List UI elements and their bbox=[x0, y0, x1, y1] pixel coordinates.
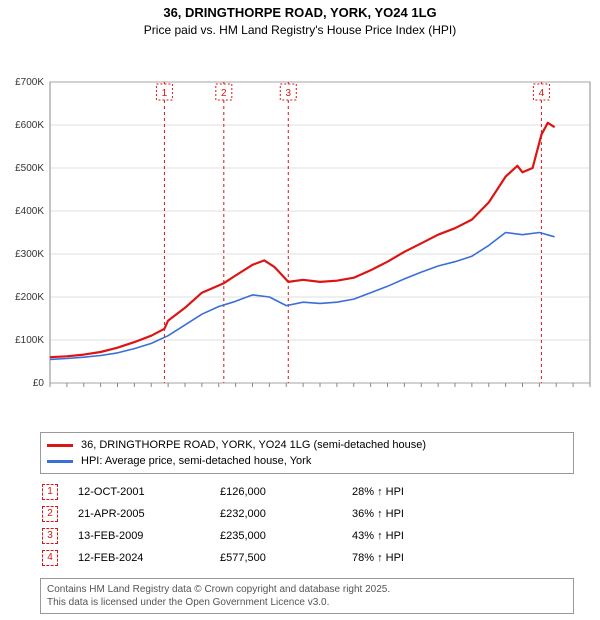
sale-date: 21-APR-2005 bbox=[78, 504, 218, 524]
footer-line: Contains HM Land Registry data © Crown c… bbox=[47, 583, 567, 596]
svg-text:£400K: £400K bbox=[15, 206, 44, 217]
sale-marker: 1 bbox=[42, 482, 76, 502]
sale-price: £126,000 bbox=[220, 482, 350, 502]
legend-swatch bbox=[47, 444, 73, 447]
svg-text:£600K: £600K bbox=[15, 120, 44, 131]
sale-price: £235,000 bbox=[220, 526, 350, 546]
sale-pct: 28% ↑ HPI bbox=[352, 482, 414, 502]
page-title: 36, DRINGTHORPE ROAD, YORK, YO24 1LG bbox=[0, 0, 600, 22]
page-subtitle: Price paid vs. HM Land Registry's House … bbox=[0, 22, 600, 38]
svg-text:£300K: £300K bbox=[15, 249, 44, 260]
legend: 36, DRINGTHORPE ROAD, YORK, YO24 1LG (se… bbox=[40, 432, 574, 474]
sale-price: £232,000 bbox=[220, 504, 350, 524]
svg-text:1: 1 bbox=[162, 88, 168, 99]
sale-marker: 3 bbox=[42, 526, 76, 546]
table-row: 313-FEB-2009£235,00043% ↑ HPI bbox=[42, 526, 414, 546]
legend-label: 36, DRINGTHORPE ROAD, YORK, YO24 1LG (se… bbox=[81, 439, 426, 451]
sale-marker: 2 bbox=[42, 504, 76, 524]
footer-line: This data is licensed under the Open Gov… bbox=[47, 596, 567, 609]
sale-marker: 4 bbox=[42, 548, 76, 568]
sales-table: 112-OCT-2001£126,00028% ↑ HPI221-APR-200… bbox=[40, 480, 416, 570]
sale-price: £577,500 bbox=[220, 548, 350, 568]
sale-date: 12-OCT-2001 bbox=[78, 482, 218, 502]
legend-label: HPI: Average price, semi-detached house,… bbox=[81, 455, 311, 467]
svg-text:2: 2 bbox=[221, 88, 227, 99]
svg-text:£500K: £500K bbox=[15, 163, 44, 174]
svg-text:4: 4 bbox=[539, 88, 545, 99]
svg-text:3: 3 bbox=[285, 88, 291, 99]
attribution-footer: Contains HM Land Registry data © Crown c… bbox=[40, 578, 574, 614]
table-row: 112-OCT-2001£126,00028% ↑ HPI bbox=[42, 482, 414, 502]
svg-text:£200K: £200K bbox=[15, 292, 44, 303]
sale-pct: 43% ↑ HPI bbox=[352, 526, 414, 546]
sale-date: 13-FEB-2009 bbox=[78, 526, 218, 546]
table-row: 221-APR-2005£232,00036% ↑ HPI bbox=[42, 504, 414, 524]
sale-pct: 36% ↑ HPI bbox=[352, 504, 414, 524]
legend-item: 36, DRINGTHORPE ROAD, YORK, YO24 1LG (se… bbox=[47, 437, 567, 453]
sale-date: 12-FEB-2024 bbox=[78, 548, 218, 568]
sale-pct: 78% ↑ HPI bbox=[352, 548, 414, 568]
svg-text:£100K: £100K bbox=[15, 335, 44, 346]
price-chart: £0 £100K £200K £300K £400K £500K £600K £700K 1 2 3… bbox=[0, 38, 600, 388]
legend-item: HPI: Average price, semi-detached house,… bbox=[47, 453, 567, 469]
table-row: 412-FEB-2024£577,50078% ↑ HPI bbox=[42, 548, 414, 568]
legend-swatch bbox=[47, 460, 73, 463]
svg-text:£0: £0 bbox=[33, 378, 45, 388]
svg-text:£700K: £700K bbox=[15, 77, 44, 88]
